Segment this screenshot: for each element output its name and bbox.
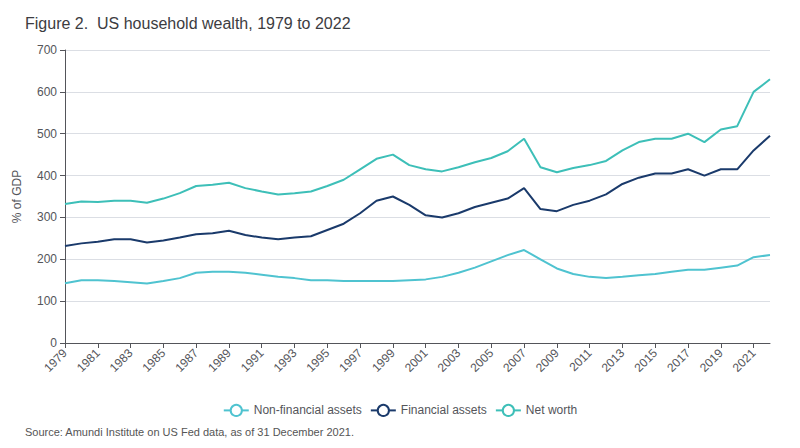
svg-text:2009: 2009 xyxy=(533,346,562,375)
svg-text:Non-financial assets: Non-financial assets xyxy=(254,403,362,417)
svg-text:1995: 1995 xyxy=(304,346,333,375)
svg-text:1983: 1983 xyxy=(107,346,136,375)
svg-text:100: 100 xyxy=(37,294,57,308)
svg-text:Financial assets: Financial assets xyxy=(401,403,487,417)
svg-text:Figure 2. US household wealth: Figure 2. US household wealth, 1979 to 2… xyxy=(25,15,351,32)
svg-text:1987: 1987 xyxy=(172,346,201,375)
svg-text:% of GDP: % of GDP xyxy=(10,170,24,223)
svg-text:2015: 2015 xyxy=(631,346,660,375)
svg-text:1991: 1991 xyxy=(238,346,267,375)
svg-text:0: 0 xyxy=(50,336,57,350)
svg-text:500: 500 xyxy=(37,127,57,141)
svg-text:2007: 2007 xyxy=(500,346,529,375)
svg-text:2013: 2013 xyxy=(599,346,628,375)
svg-text:Net worth: Net worth xyxy=(526,403,577,417)
svg-text:2011: 2011 xyxy=(566,346,594,374)
svg-text:2005: 2005 xyxy=(467,346,496,375)
svg-text:2019: 2019 xyxy=(697,346,726,375)
svg-text:1985: 1985 xyxy=(140,346,169,375)
svg-text:2017: 2017 xyxy=(664,346,693,375)
svg-text:1989: 1989 xyxy=(205,346,234,375)
svg-text:1981: 1981 xyxy=(74,346,103,375)
svg-text:1999: 1999 xyxy=(369,346,398,375)
svg-text:300: 300 xyxy=(37,210,57,224)
svg-text:2003: 2003 xyxy=(435,346,464,375)
svg-text:200: 200 xyxy=(37,252,57,266)
svg-text:2021: 2021 xyxy=(730,346,759,375)
svg-text:700: 700 xyxy=(37,43,57,57)
svg-text:600: 600 xyxy=(37,85,57,99)
svg-text:1997: 1997 xyxy=(336,346,365,375)
svg-text:1993: 1993 xyxy=(271,346,300,375)
svg-text:400: 400 xyxy=(37,169,57,183)
svg-text:Source: Amundi Institute on US: Source: Amundi Institute on US Fed data,… xyxy=(25,426,354,438)
svg-text:1979: 1979 xyxy=(41,346,70,375)
svg-text:2001: 2001 xyxy=(402,346,431,375)
